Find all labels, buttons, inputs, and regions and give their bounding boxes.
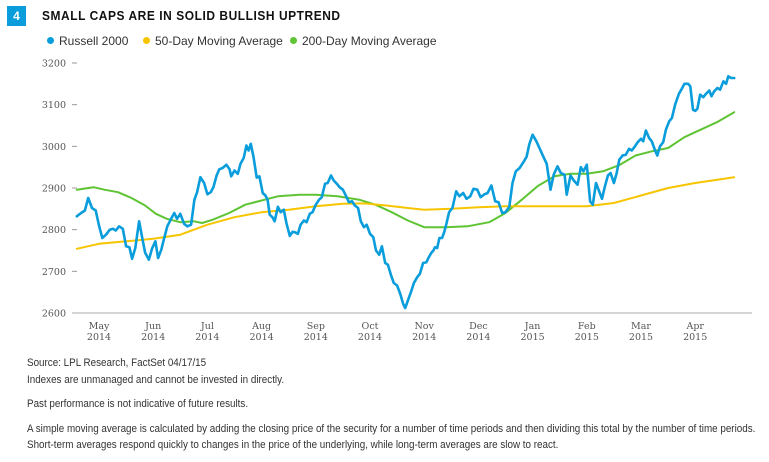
legend-item-50-day-ma: 50-Day Moving Average — [143, 34, 283, 48]
y-axis: 2600 2700 2800 2900 3000 3100 3200 — [42, 59, 77, 320]
figure-number-badge: 4 — [7, 6, 26, 26]
y-tick-label: 3100 — [42, 100, 66, 111]
past-performance-disclaimer: Past performance is not indicative of fu… — [27, 398, 249, 410]
indexes-disclaimer: Indexes are unmanaged and cannot be inve… — [27, 374, 285, 386]
y-tick-label: 2900 — [42, 184, 66, 195]
legend-label: 200-Day Moving Average — [302, 34, 437, 48]
legend-item-russell-2000: Russell 2000 — [47, 34, 128, 48]
source-note: Source: LPL Research, FactSet 04/17/15 — [27, 357, 207, 369]
legend-label: Russell 2000 — [59, 34, 129, 48]
series-line-russell-2000 — [75, 75, 736, 310]
y-tick-label: 2800 — [42, 225, 66, 236]
x-tick-label: May 2014 — [87, 321, 111, 343]
chart-title: SMALL CAPS ARE IN SOLID BULLISH UPTREND — [42, 8, 341, 23]
x-tick-label: Nov 2014 — [412, 321, 436, 343]
x-tick-label: Aug 2014 — [250, 321, 274, 343]
x-axis: May 2014 Jun 2014 Jul 2014 Aug 2014 Sep 2014 Oct 20… — [72, 312, 752, 343]
y-tick-label: 3200 — [42, 59, 66, 70]
legend-dot-icon — [47, 37, 54, 44]
x-tick-label: Jul 2014 — [195, 321, 219, 343]
series-line-50-day-moving-average — [75, 176, 736, 250]
x-tick-label: Jun 2014 — [141, 321, 165, 343]
y-tick-label: 2600 — [42, 309, 66, 320]
legend-item-200-day-ma: 200-Day Moving Average — [290, 34, 437, 48]
legend-dot-icon — [143, 37, 150, 44]
y-tick-label: 3000 — [42, 142, 66, 153]
y-tick-label: 2700 — [42, 267, 66, 278]
x-tick-label: Sep 2014 — [304, 321, 328, 343]
legend-label: 50-Day Moving Average — [155, 34, 283, 48]
line-chart: 2600 2700 2800 2900 3000 3100 3200 May 2014 Jun 2… — [42, 59, 752, 343]
x-tick-label: Oct 2014 — [358, 321, 382, 343]
legend-dot-icon — [290, 37, 297, 44]
moving-average-definition: A simple moving average is calculated by… — [27, 423, 756, 451]
series-line-200-day-moving-average — [75, 111, 736, 229]
x-tick-label: Mar 2015 — [629, 321, 653, 343]
x-tick-label: Feb 2015 — [575, 321, 599, 343]
x-tick-label: Apr 2015 — [683, 321, 707, 343]
series-lines — [75, 75, 736, 310]
x-tick-label: Jan 2015 — [521, 321, 545, 343]
x-tick-label: Dec 2014 — [466, 321, 490, 343]
